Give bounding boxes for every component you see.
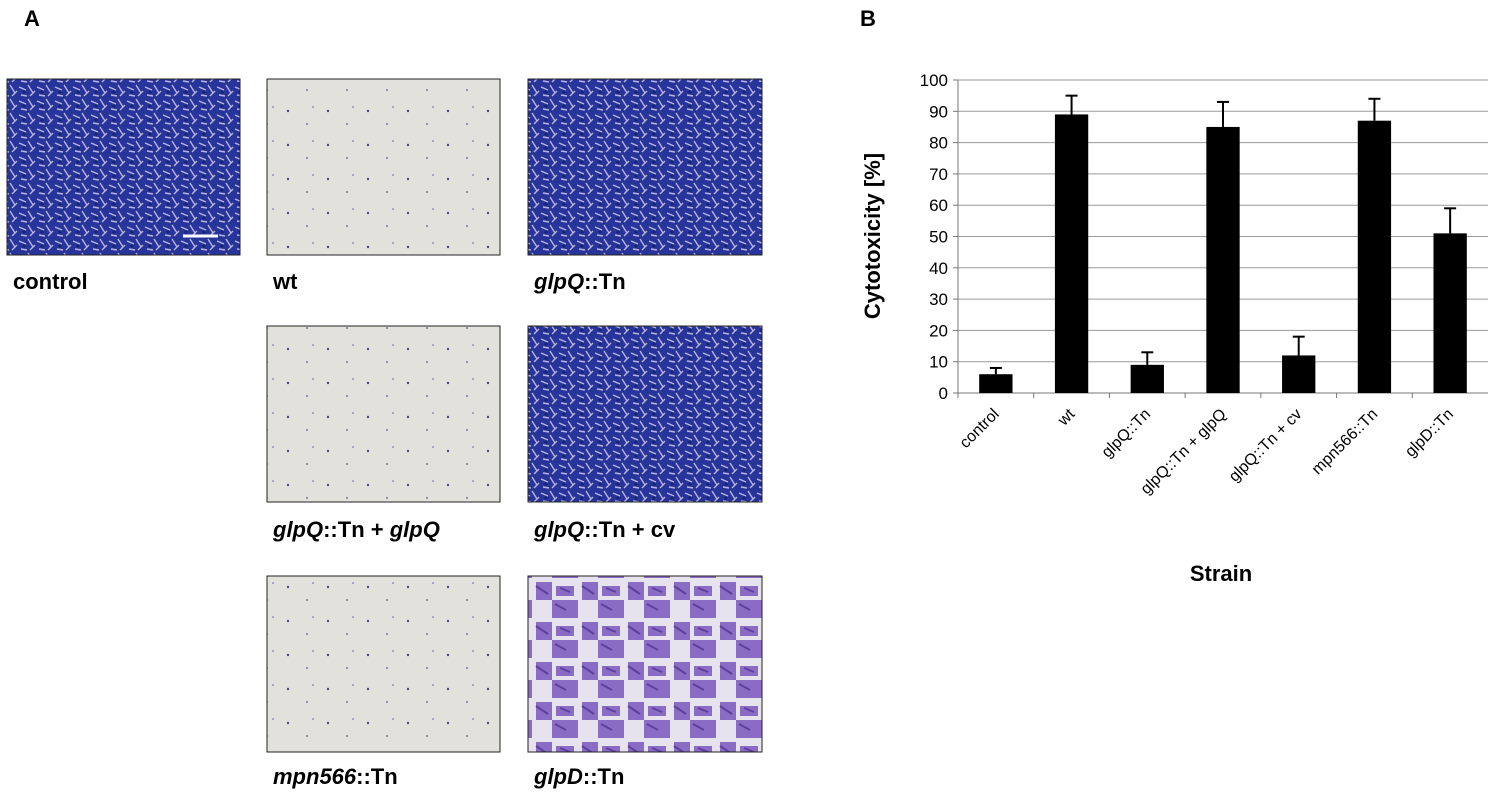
caption: glpQ::Tn + cv <box>533 517 676 542</box>
y-axis-title: Cytotoxicity [%] <box>860 153 885 319</box>
micrograph <box>527 575 763 753</box>
x-tick-label: glpQ::Tn + cv <box>1226 406 1306 486</box>
caption-part: glpD <box>533 764 583 789</box>
error-bar <box>1292 335 1305 356</box>
x-axis-title: Strain <box>1190 561 1252 586</box>
bar <box>979 374 1013 393</box>
y-tick-label: 80 <box>929 134 948 153</box>
x-tick-label: glpQ::Tn <box>1099 406 1154 461</box>
error-bar <box>1368 97 1381 121</box>
micrograph <box>6 78 241 256</box>
micrograph <box>527 325 763 503</box>
caption: control <box>13 269 88 294</box>
caption-part: mpn566 <box>273 764 357 789</box>
error-bar <box>1217 100 1229 127</box>
panel-label: A <box>24 6 40 31</box>
x-tick-label: wt <box>1054 405 1078 429</box>
bar <box>1433 233 1467 393</box>
y-tick-label: 40 <box>929 259 948 278</box>
caption: glpQ::Tn <box>533 269 626 294</box>
error-bar <box>1444 207 1457 234</box>
micrograph <box>527 78 763 256</box>
caption-part: glpQ <box>533 269 584 294</box>
bar <box>1357 120 1392 393</box>
micrograph <box>266 78 501 256</box>
bar <box>1054 114 1089 394</box>
y-tick-label: 30 <box>929 290 948 309</box>
y-tick-label: 60 <box>929 196 948 215</box>
micrographs <box>6 78 763 753</box>
caption: glpD::Tn <box>533 764 624 789</box>
caption: mpn566::Tn <box>273 764 398 789</box>
caption-part: ::Tn <box>583 764 625 789</box>
panel-label: B <box>860 6 876 31</box>
bar <box>1206 126 1240 393</box>
y-tick-label: 70 <box>929 165 948 184</box>
y-tick-label: 100 <box>920 71 948 90</box>
error-bar <box>1065 94 1078 115</box>
caption-part: ::Tn + <box>323 517 390 542</box>
caption-part: ::Tn <box>356 764 398 789</box>
x-tick-label: glpD::Tn <box>1402 406 1457 461</box>
caption-part: ::Tn <box>584 269 626 294</box>
caption-part: control <box>13 269 88 294</box>
caption-part: wt <box>272 269 298 294</box>
micrograph <box>266 325 501 503</box>
caption: glpQ::Tn + glpQ <box>272 517 440 542</box>
error-bar <box>989 366 1002 375</box>
bar <box>1130 364 1164 393</box>
y-tick-label: 10 <box>929 353 948 372</box>
bar <box>1282 355 1316 393</box>
x-tick-label: mpn566::Tn <box>1309 406 1381 478</box>
caption: wt <box>272 269 298 294</box>
caption-part: ::Tn + cv <box>584 517 676 542</box>
y-tick-label: 50 <box>929 228 948 247</box>
y-tick-label: 0 <box>939 384 948 403</box>
micrograph <box>266 575 501 753</box>
caption-part: glpQ <box>533 517 584 542</box>
caption-part: glpQ <box>389 517 440 542</box>
y-tick-label: 20 <box>929 321 948 340</box>
error-bar <box>1141 351 1154 365</box>
caption-part: glpQ <box>272 517 323 542</box>
x-tick-label: control <box>957 406 1003 452</box>
y-tick-label: 90 <box>929 102 948 121</box>
